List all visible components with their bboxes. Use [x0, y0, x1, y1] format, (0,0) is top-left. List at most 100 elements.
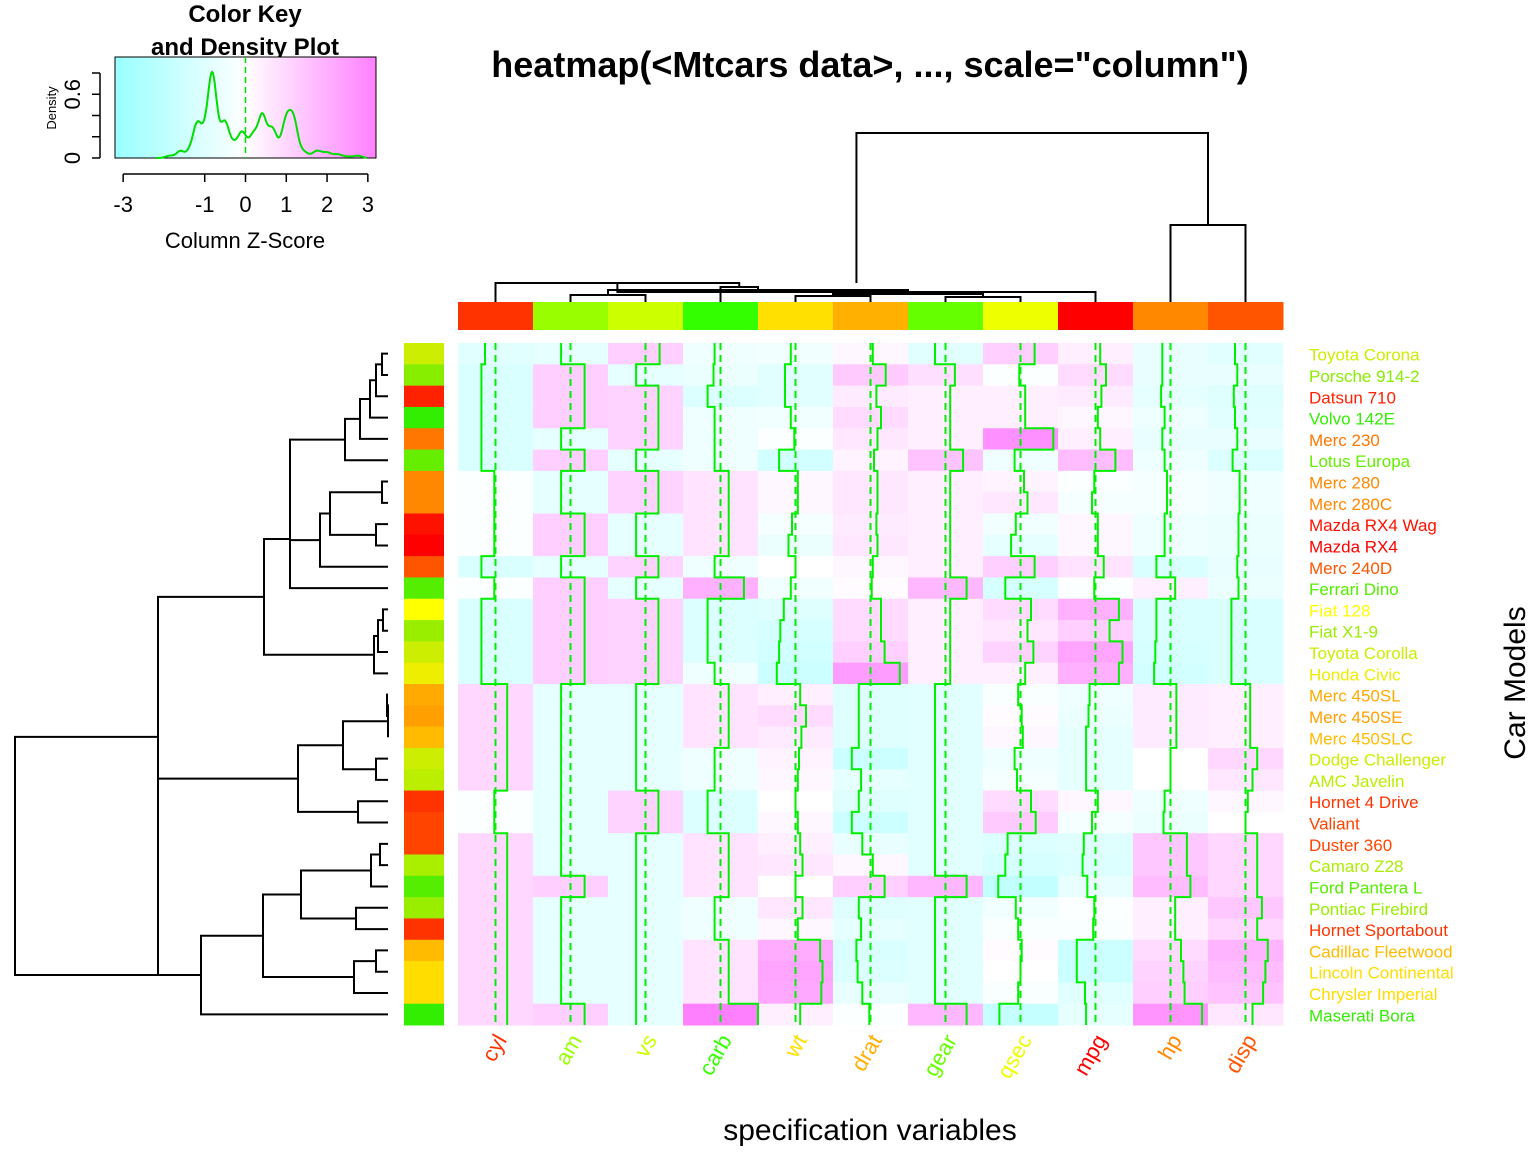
heatmap-cell: [1058, 918, 1134, 941]
row-color-swatch: [404, 556, 444, 578]
row-label: Volvo 142E: [1309, 410, 1395, 429]
heatmap-cell: [1058, 747, 1134, 770]
column-color-swatch: [1133, 302, 1209, 330]
row-label: Porsche 914-2: [1309, 367, 1420, 386]
heatmap-cell: [533, 833, 609, 855]
heatmap-cell: [533, 726, 609, 749]
heatmap-cell: [1208, 620, 1284, 642]
heatmap-cell: [983, 747, 1059, 770]
heatmap-cell: [608, 747, 684, 770]
heatmap-cell: [983, 918, 1059, 941]
heatmap-cell: [683, 449, 759, 472]
dendrogram-link: [373, 635, 388, 675]
dendrogram-link: [262, 893, 354, 979]
heatmap-cell: [458, 1003, 534, 1026]
heatmap-cell: [758, 534, 834, 557]
column-label: gear: [918, 1030, 962, 1081]
dendrogram-link: [297, 744, 358, 813]
row-color-swatch: [404, 620, 444, 642]
row-color-swatch: [404, 684, 444, 706]
row-label: Pontiac Firebird: [1309, 900, 1428, 919]
dendrogram-link: [157, 595, 264, 877]
column-label: carb: [694, 1030, 737, 1080]
heatmap-cell: [1133, 364, 1209, 387]
row-label: Merc 240D: [1309, 559, 1392, 578]
key-x-tick-label: 0: [239, 192, 251, 217]
row-color-swatch: [404, 641, 444, 664]
heatmap-cell: [533, 449, 609, 472]
heatmap-cell: [758, 939, 834, 962]
heatmap-cell: [983, 1003, 1059, 1026]
heatmap-cell: [1133, 343, 1209, 365]
color-key: Color Key and Density Plot -3 -1 0 1 2 300.6 …: [44, 1, 377, 253]
heatmap-cell: [683, 534, 759, 557]
heatmap-cell: [1208, 833, 1284, 855]
heatmap-cell: [1133, 1003, 1209, 1026]
row-color-swatch: [404, 790, 444, 813]
row-color-swatch: [404, 833, 444, 855]
heatmap-cell: [1133, 726, 1209, 749]
heatmap-cell: [758, 449, 834, 472]
column-color-swatch: [683, 302, 759, 330]
heatmap-cell: [608, 620, 684, 642]
dendrogram-link: [382, 608, 388, 632]
heatmap-cell: [758, 811, 834, 834]
row-color-swatch: [404, 961, 444, 983]
heatmap-cell: [833, 620, 909, 642]
heatmap-cell: [533, 1003, 609, 1026]
row-color-swatch: [404, 982, 444, 1005]
heatmap-cell: [608, 918, 684, 941]
row-color-swatch: [404, 662, 444, 685]
heatmap-cell: [533, 641, 609, 664]
heatmap-cell: [683, 1003, 759, 1026]
row-label: Hornet Sportabout: [1309, 921, 1448, 940]
heatmap-cell: [683, 556, 759, 578]
column-label: mpg: [1069, 1030, 1112, 1080]
dendrogram-link: [794, 295, 872, 302]
heatmap-cell: [458, 449, 534, 472]
key-x-tick-label: -1: [195, 192, 215, 217]
dendrogram-link: [359, 397, 388, 440]
dendrogram-link: [289, 438, 345, 542]
row-label: Valiant: [1309, 815, 1360, 834]
heatmap-cell: [758, 364, 834, 387]
row-color-swatch: [404, 769, 444, 792]
heatmap-cell: [608, 833, 684, 855]
heatmap-cell: [908, 364, 984, 387]
heatmap-cell: [833, 449, 909, 472]
heatmap-cell: [683, 811, 759, 834]
heatmap-cell: [758, 641, 834, 664]
heatmap-cell: [758, 1003, 834, 1026]
heatmap-cell: [683, 343, 759, 365]
column-label: wt: [779, 1030, 812, 1062]
heatmap-cell: [908, 811, 984, 834]
heatmap-cell: [908, 918, 984, 941]
heatmap-cell: [683, 726, 759, 749]
heatmap-cell: [1133, 811, 1209, 834]
heatmap-cell: [683, 641, 759, 664]
dendrogram-link: [300, 869, 371, 920]
heatmap-cell: [1058, 726, 1134, 749]
heatmap-cell: [533, 918, 609, 941]
dendrogram-link: [569, 294, 647, 302]
heatmap-cell: [608, 343, 684, 365]
y-axis-label: Car Models: [1499, 606, 1532, 759]
heatmap-cell: [1208, 449, 1284, 472]
heatmap-cell: [908, 833, 984, 855]
heatmap-cell: [683, 364, 759, 387]
heatmap-cell: [458, 620, 534, 642]
column-side-colors: [458, 302, 1284, 330]
dendrogram-link: [200, 934, 388, 1016]
column-color-swatch: [833, 302, 909, 330]
dendrogram-link: [329, 491, 382, 536]
row-label: Fiat X1-9: [1309, 623, 1378, 642]
density-curve: [155, 70, 367, 159]
heatmap-cell: [533, 556, 609, 578]
column-color-swatch: [1208, 302, 1284, 330]
heatmap-cell: [533, 939, 609, 962]
row-label: Merc 450SLC: [1309, 729, 1413, 748]
row-label: Merc 450SL: [1309, 687, 1401, 706]
heatmap-cell: [908, 641, 984, 664]
heatmap-cell: [533, 343, 609, 365]
